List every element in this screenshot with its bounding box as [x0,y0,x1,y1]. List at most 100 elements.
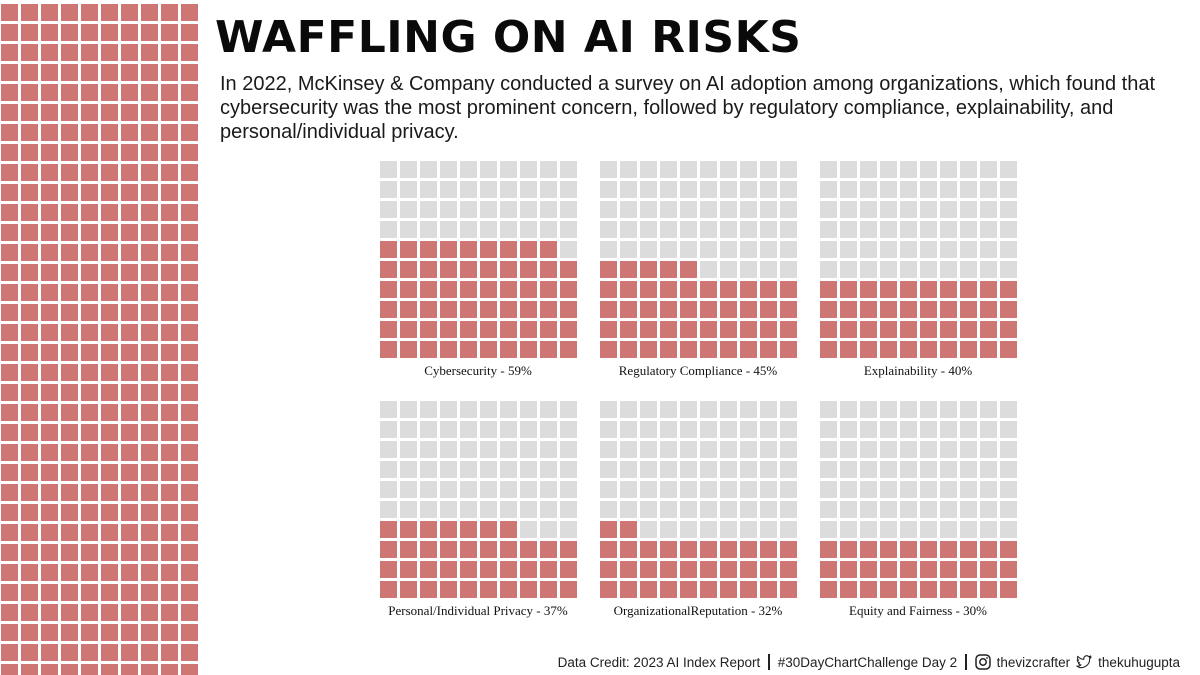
waffle-cell-filled [980,321,997,338]
decorative-square [81,124,98,141]
waffle-cell-empty [400,481,417,498]
waffle-cell-filled [560,341,577,358]
waffle-cell-empty [460,461,477,478]
decorative-square [21,184,38,201]
decorative-square [101,104,118,121]
waffle-cell-empty [820,421,837,438]
waffle-cell-filled [540,301,557,318]
waffle-cell-empty [540,521,557,538]
waffle-cell-empty [620,221,637,238]
waffle-cell-filled [540,281,557,298]
decorative-square [61,384,78,401]
waffle-cell-empty [680,401,697,418]
waffle-cell-empty [940,481,957,498]
decorative-square [101,344,118,361]
waffle-cell-filled [960,281,977,298]
decorative-square [21,584,38,601]
waffle-cell-filled [720,281,737,298]
waffle-cell-filled [860,561,877,578]
decorative-square [141,144,158,161]
waffle-cell-empty [700,401,717,418]
waffle-cell-empty [780,521,797,538]
waffle-cell-empty [980,501,997,518]
decorative-square [81,44,98,61]
waffle-cell-empty [920,421,937,438]
waffle-cell-empty [660,481,677,498]
waffle-cell-filled [920,581,937,598]
decorative-square [81,644,98,661]
waffle-cell-empty [960,461,977,478]
waffle-cell-filled [660,301,677,318]
decorative-square [41,104,58,121]
decorative-square [1,624,18,641]
waffle-cell-empty [600,481,617,498]
decorative-square [61,304,78,321]
waffle-cell-filled [520,541,537,558]
decorative-square [181,164,198,181]
decorative-square [121,44,138,61]
waffle-cell-filled [860,541,877,558]
waffle-cell-empty [780,501,797,518]
decorative-square [181,184,198,201]
waffle-cell-empty [840,421,857,438]
decorative-square [41,584,58,601]
waffle-cell-empty [960,441,977,458]
waffle-cell-filled [840,581,857,598]
decorative-square [61,24,78,41]
waffle-cell-filled [440,301,457,318]
waffle-cell-empty [400,501,417,518]
waffle-cell-empty [920,401,937,418]
waffle-cell-filled [880,301,897,318]
waffle-cell-filled [560,301,577,318]
waffle-cell-empty [720,521,737,538]
waffle-cell-empty [900,201,917,218]
waffle-cell-filled [460,521,477,538]
waffle-cell-empty [380,501,397,518]
waffle-cell-empty [520,481,537,498]
waffle-cell-filled [760,281,777,298]
waffle-cell-filled [520,281,537,298]
waffle-cell-empty [880,181,897,198]
waffle-cell-empty [680,221,697,238]
decorative-square [1,204,18,221]
waffle-cell-filled [460,301,477,318]
waffle-cell-filled [420,341,437,358]
decorative-square [81,404,98,421]
decorative-square [101,64,118,81]
waffle-cell-empty [480,421,497,438]
waffle-cell-empty [960,501,977,518]
waffle-cell-empty [600,181,617,198]
instagram-handle[interactable]: thevizcrafter [996,654,1071,670]
decorative-square [81,224,98,241]
waffle-cell-empty [920,501,937,518]
decorative-square [141,384,158,401]
decorative-square [1,104,18,121]
decorative-square [81,504,98,521]
waffle-cell-filled [860,341,877,358]
waffle-cell-empty [560,421,577,438]
waffle-cell-filled [480,541,497,558]
waffle-cell-empty [640,181,657,198]
waffle-cell-filled [480,241,497,258]
decorative-square [81,244,98,261]
waffle-cell-filled [620,301,637,318]
waffle-cell-empty [440,461,457,478]
waffle-cell-filled [560,321,577,338]
decorative-square [21,204,38,221]
waffle-cell-empty [680,181,697,198]
waffle-cell-empty [900,181,917,198]
waffle-cell-filled [760,341,777,358]
waffle-cell-empty [740,501,757,518]
waffle-cell-empty [700,161,717,178]
waffle-cell-filled [380,301,397,318]
decorative-square [161,244,178,261]
decorative-square [101,504,118,521]
twitter-handle[interactable]: thekuhugupta [1098,654,1180,670]
decorative-square [121,104,138,121]
waffle-cell-empty [720,201,737,218]
waffle-cell-empty [400,201,417,218]
waffle-cell-filled [480,581,497,598]
decorative-square [181,124,198,141]
waffle-cell-filled [500,521,517,538]
waffle-cell-filled [540,241,557,258]
